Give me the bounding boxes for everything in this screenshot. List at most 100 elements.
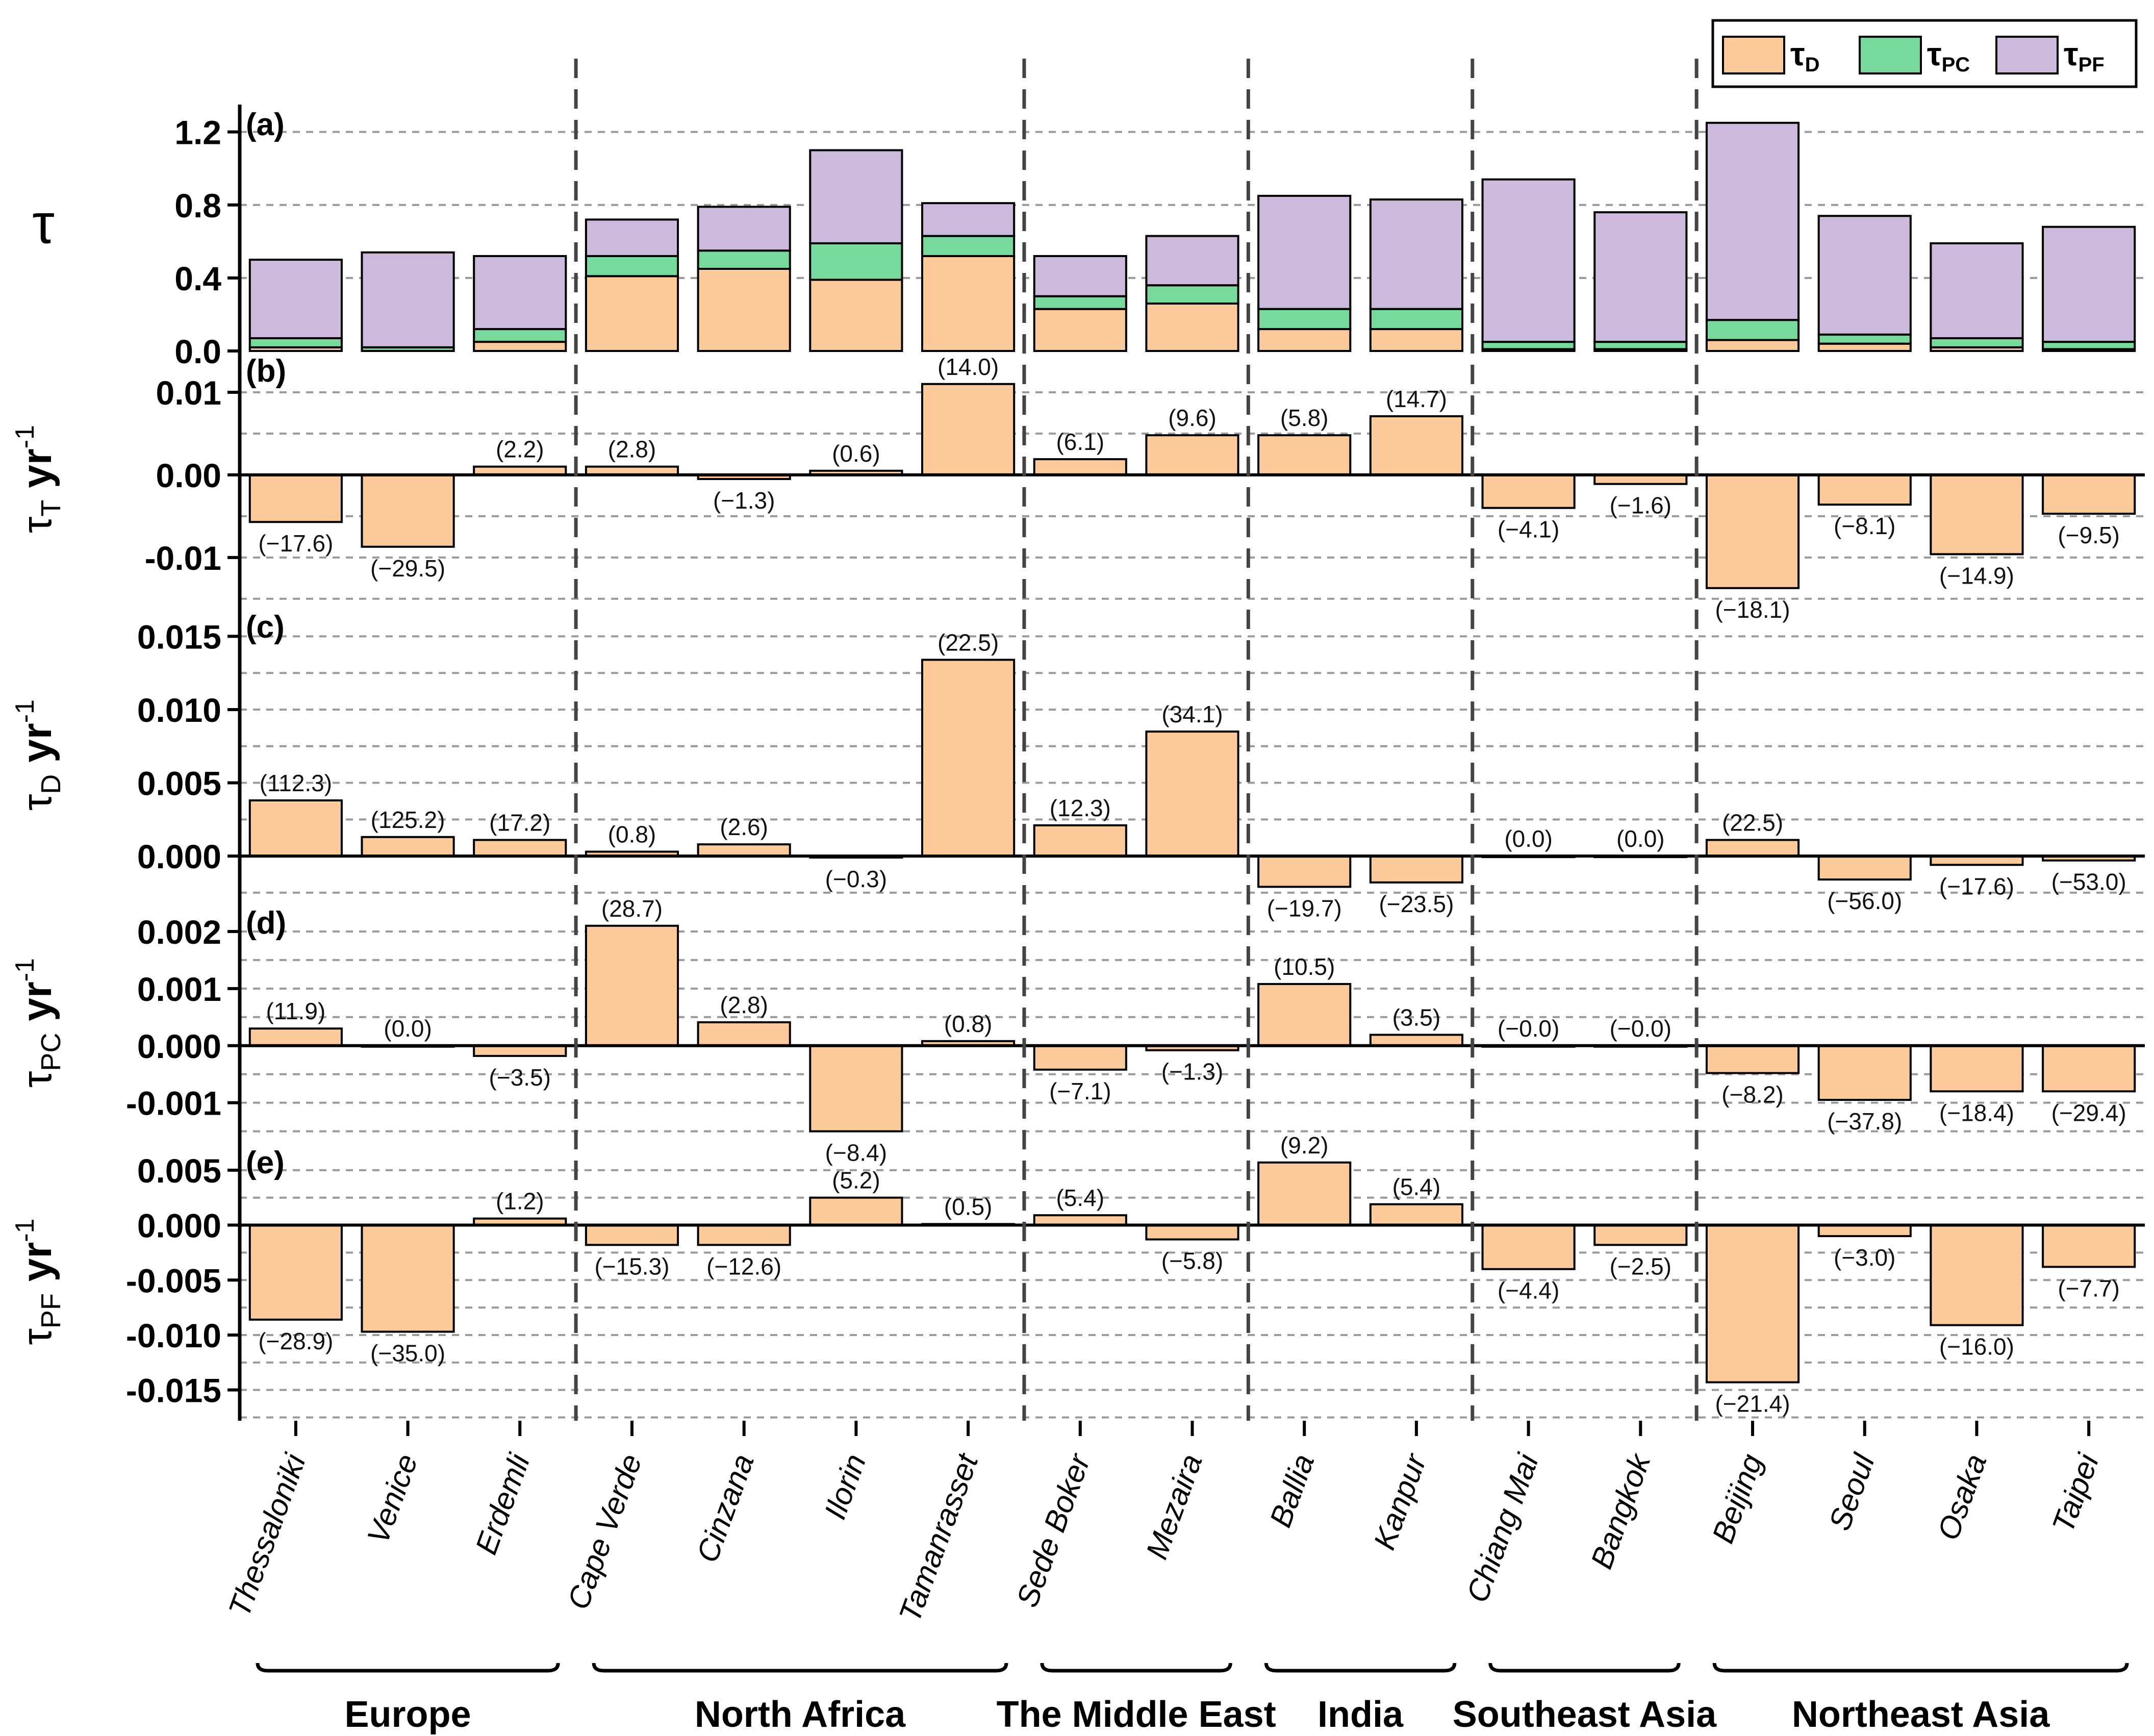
panel-tag: (a) bbox=[246, 107, 285, 142]
y-tick-label: 0.01 bbox=[156, 374, 221, 412]
bar-16 bbox=[2042, 1044, 2136, 1093]
bar-10 bbox=[1369, 1203, 1463, 1226]
y-tick-label: 0.00 bbox=[156, 457, 221, 494]
data-label: (14.7) bbox=[1386, 386, 1447, 412]
legend-symbol: τ bbox=[1790, 36, 1805, 72]
y-label-exponent: -1 bbox=[10, 958, 40, 982]
bar-1 bbox=[361, 836, 455, 858]
bar-9 bbox=[1257, 1161, 1352, 1226]
bar-1 bbox=[361, 473, 455, 548]
panel-e: (−28.9) (−35.0) (1.2) (−15.3) (−12.6) (5.2) (0… bbox=[10, 1132, 2145, 1421]
data-label: (−23.5) bbox=[1379, 891, 1454, 917]
data-label: (−5.8) bbox=[1161, 1248, 1223, 1274]
y-label-unit: yr bbox=[14, 448, 60, 499]
data-label: (−8.1) bbox=[1834, 513, 1895, 539]
legend-subscript: PC bbox=[1942, 54, 1970, 76]
data-label: (−28.9) bbox=[258, 1328, 333, 1354]
data-label: (−16.0) bbox=[1939, 1334, 2014, 1360]
data-label: (−19.7) bbox=[1267, 895, 1342, 921]
panel-tag: (e) bbox=[246, 1145, 285, 1180]
data-label: (−1.3) bbox=[1161, 1059, 1223, 1085]
legend-symbol: τ bbox=[1927, 36, 1942, 72]
data-label: (−0.3) bbox=[825, 866, 887, 892]
bar-pf-12 bbox=[1593, 211, 1688, 343]
data-label: (34.1) bbox=[1161, 701, 1223, 727]
data-label: (2.8) bbox=[720, 992, 768, 1018]
bar-pf-5 bbox=[809, 149, 903, 244]
y-label: τT yr-1 bbox=[10, 425, 66, 533]
bar-pf-2 bbox=[473, 255, 567, 331]
bar-pc-10 bbox=[1369, 308, 1463, 331]
bar-11 bbox=[1481, 1224, 1576, 1270]
x-tick-label: Osaka bbox=[1931, 1450, 1993, 1545]
bar-pc-16 bbox=[2042, 341, 2136, 350]
data-label: (−15.3) bbox=[594, 1253, 669, 1279]
bar-pf-14 bbox=[1817, 215, 1912, 336]
bar-pf-9 bbox=[1257, 194, 1352, 310]
panel-b: (−17.6) (−29.5) (2.2) (2.8) (−1.3) (0.6) (14.0… bbox=[10, 351, 2145, 623]
data-label: (6.1) bbox=[1056, 429, 1104, 455]
region-bracket bbox=[592, 1663, 1008, 1673]
y-label-exponent: -1 bbox=[10, 1219, 40, 1242]
data-label: (−0.0) bbox=[1498, 1015, 1559, 1042]
bar-16 bbox=[2042, 473, 2136, 515]
bar-d-10 bbox=[1369, 328, 1463, 352]
bar-8 bbox=[1145, 731, 1239, 858]
legend-symbol: τ bbox=[2064, 36, 2079, 72]
data-label: (−29.5) bbox=[370, 555, 445, 582]
bar-15 bbox=[1930, 1044, 2024, 1093]
bar-pc-4 bbox=[697, 249, 791, 270]
data-label: (−56.0) bbox=[1827, 888, 1902, 914]
bar-15 bbox=[1930, 1224, 2024, 1326]
bar-pf-13 bbox=[1705, 121, 1800, 321]
bar-d-9 bbox=[1257, 328, 1352, 352]
legend-swatch-pc bbox=[1859, 36, 1922, 74]
legend-swatch-pf bbox=[1995, 36, 2059, 74]
bar-6 bbox=[921, 383, 1016, 476]
bar-4 bbox=[697, 1021, 791, 1047]
bar-d-8 bbox=[1145, 302, 1239, 353]
region-label: North Africa bbox=[695, 1694, 906, 1735]
bar-pf-3 bbox=[585, 218, 679, 257]
region-label: Southeast Asia bbox=[1453, 1694, 1717, 1735]
bar-10 bbox=[1369, 855, 1463, 884]
bar-13 bbox=[1705, 473, 1800, 589]
region-separators bbox=[574, 59, 1699, 1421]
y-label: τD yr-1 bbox=[10, 699, 66, 811]
bar-pf-0 bbox=[248, 259, 343, 339]
data-label: (14.0) bbox=[937, 354, 999, 380]
x-tick-label: Mezaira bbox=[1139, 1450, 1209, 1564]
bar-pf-16 bbox=[2042, 225, 2136, 343]
y-label: τPC yr-1 bbox=[10, 958, 66, 1088]
x-tick-label: Erdemli bbox=[469, 1449, 537, 1559]
bar-pf-7 bbox=[1033, 255, 1127, 297]
x-tick-label: Seoul bbox=[1822, 1449, 1882, 1535]
data-label: (0.5) bbox=[944, 1193, 993, 1220]
data-label: (5.2) bbox=[832, 1167, 880, 1194]
bar-pc-5 bbox=[809, 242, 903, 281]
y-tick-label: -0.005 bbox=[126, 1262, 221, 1299]
panel-tag: (b) bbox=[246, 354, 286, 389]
data-label: (−9.5) bbox=[2058, 522, 2119, 548]
legend-label-d: τD bbox=[1790, 36, 1819, 76]
bar-7 bbox=[1033, 1044, 1127, 1071]
bar-pc-14 bbox=[1817, 333, 1912, 345]
data-label: (−17.6) bbox=[1939, 873, 2014, 899]
data-label: (−3.5) bbox=[489, 1064, 551, 1091]
bar-14 bbox=[1817, 1224, 1912, 1238]
y-label-symbol: τ bbox=[14, 517, 60, 533]
bar-pc-9 bbox=[1257, 308, 1352, 331]
bar-d-5 bbox=[809, 279, 903, 353]
x-tick-label: Cinzana bbox=[690, 1450, 761, 1567]
data-label: (0.8) bbox=[944, 1011, 993, 1037]
data-label: (−4.1) bbox=[1498, 516, 1559, 543]
bar-d-14 bbox=[1817, 342, 1912, 353]
panel-d: (11.9) (0.0) (−3.5) (28.7) (2.8) (−8.4) (0.8) (… bbox=[10, 895, 2145, 1166]
bar-2 bbox=[473, 839, 567, 858]
bar-pc-0 bbox=[248, 337, 343, 348]
data-label: (−35.0) bbox=[370, 1340, 445, 1367]
x-axis: Thessaloniki Venice Erdemli Cape Verde Cinza… bbox=[222, 1421, 2106, 1626]
panel-tag: (d) bbox=[246, 905, 286, 941]
bar-13 bbox=[1705, 1224, 1800, 1383]
y-label-symbol: τ bbox=[14, 1328, 60, 1345]
